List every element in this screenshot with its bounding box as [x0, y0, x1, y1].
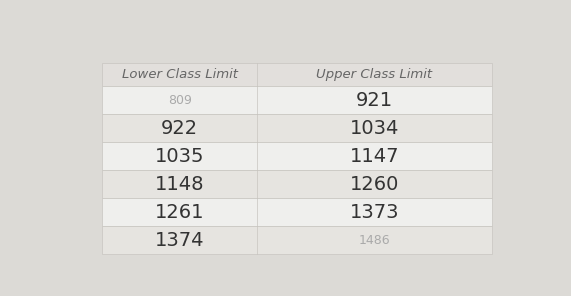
Text: Upper Class Limit: Upper Class Limit [316, 68, 433, 81]
Bar [102, 226, 492, 254]
Bar [102, 63, 492, 86]
Text: 1147: 1147 [350, 147, 399, 166]
Text: 809: 809 [168, 94, 192, 107]
Text: 1261: 1261 [155, 203, 204, 222]
Text: Lower Class Limit: Lower Class Limit [122, 68, 238, 81]
Text: 1148: 1148 [155, 175, 204, 194]
Text: 1035: 1035 [155, 147, 204, 166]
Bar [102, 86, 492, 114]
Text: 1034: 1034 [350, 119, 399, 138]
Text: 922: 922 [161, 119, 198, 138]
Text: 1373: 1373 [350, 203, 399, 222]
Text: 1374: 1374 [155, 231, 204, 250]
Text: 1260: 1260 [350, 175, 399, 194]
Bar [102, 170, 492, 198]
Text: 921: 921 [356, 91, 393, 110]
Bar [102, 198, 492, 226]
Text: 1486: 1486 [359, 234, 391, 247]
Bar [102, 114, 492, 142]
Bar [102, 142, 492, 170]
